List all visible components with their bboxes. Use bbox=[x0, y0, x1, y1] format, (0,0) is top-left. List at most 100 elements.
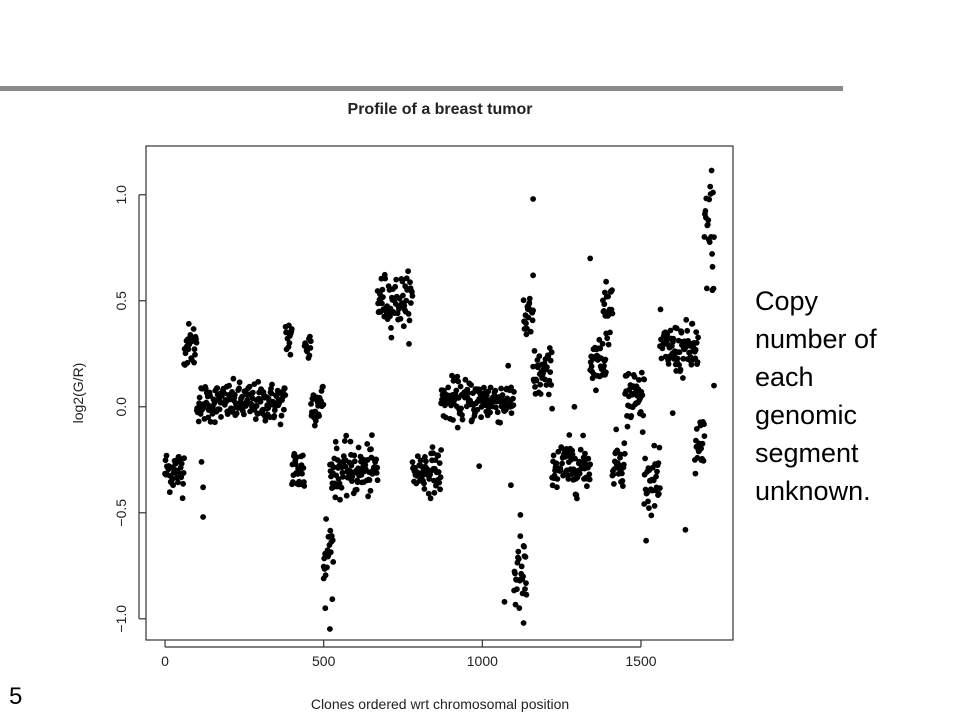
data-point bbox=[233, 410, 240, 417]
data-point bbox=[521, 543, 527, 550]
data-point bbox=[576, 470, 583, 477]
data-point bbox=[374, 477, 381, 484]
data-point bbox=[195, 418, 202, 425]
data-point bbox=[409, 293, 416, 299]
data-points bbox=[162, 167, 717, 632]
data-point bbox=[517, 533, 524, 540]
data-point bbox=[253, 403, 260, 409]
data-point bbox=[586, 471, 593, 478]
data-point bbox=[182, 350, 189, 357]
data-point bbox=[190, 326, 197, 332]
data-point bbox=[393, 276, 400, 283]
data-point bbox=[300, 465, 307, 471]
data-point bbox=[324, 564, 330, 571]
data-point bbox=[329, 596, 336, 603]
data-point bbox=[566, 432, 573, 438]
data-point bbox=[524, 325, 530, 332]
data-point bbox=[185, 320, 192, 327]
data-point bbox=[332, 494, 339, 501]
data-point bbox=[330, 559, 337, 565]
data-point bbox=[181, 455, 188, 462]
data-point bbox=[510, 395, 516, 402]
data-point bbox=[580, 432, 586, 439]
data-point bbox=[474, 406, 481, 413]
data-point bbox=[365, 493, 371, 500]
data-point bbox=[431, 489, 438, 496]
data-point bbox=[200, 514, 207, 520]
data-point bbox=[673, 325, 680, 332]
data-point bbox=[454, 373, 461, 380]
data-point bbox=[694, 454, 701, 461]
data-point bbox=[520, 573, 526, 580]
data-point bbox=[427, 495, 434, 502]
data-point bbox=[703, 285, 710, 292]
data-point bbox=[692, 346, 699, 353]
data-point bbox=[654, 468, 660, 475]
data-point bbox=[255, 378, 262, 385]
data-point bbox=[399, 278, 406, 285]
data-point bbox=[676, 362, 682, 368]
data-point bbox=[300, 452, 306, 459]
data-point bbox=[651, 442, 658, 449]
data-point bbox=[455, 378, 462, 385]
data-point bbox=[526, 300, 533, 306]
data-point bbox=[405, 268, 411, 275]
data-point bbox=[620, 483, 626, 489]
data-point bbox=[537, 391, 544, 397]
x-tick-label: 1000 bbox=[467, 653, 498, 669]
data-point bbox=[338, 484, 345, 491]
data-point bbox=[638, 369, 645, 376]
data-point bbox=[250, 389, 256, 396]
data-point bbox=[684, 327, 691, 334]
title-rule bbox=[0, 86, 843, 91]
data-point bbox=[699, 440, 706, 447]
data-point bbox=[499, 392, 506, 398]
data-point bbox=[665, 361, 672, 367]
data-point bbox=[695, 334, 701, 341]
data-point bbox=[640, 412, 647, 419]
data-point bbox=[530, 272, 536, 279]
data-point bbox=[545, 353, 552, 360]
data-point bbox=[354, 479, 361, 486]
data-point bbox=[457, 383, 464, 390]
data-point bbox=[450, 417, 456, 423]
data-point bbox=[587, 461, 594, 468]
data-point bbox=[191, 359, 198, 366]
data-point bbox=[343, 492, 350, 499]
data-point bbox=[709, 263, 716, 270]
data-point bbox=[462, 376, 469, 383]
data-point bbox=[642, 455, 648, 462]
data-point bbox=[282, 392, 289, 398]
data-point bbox=[349, 478, 355, 484]
data-point bbox=[409, 459, 416, 465]
data-point bbox=[288, 326, 295, 332]
data-point bbox=[435, 452, 442, 459]
data-point bbox=[653, 473, 659, 480]
data-point bbox=[505, 362, 512, 369]
y-tick-label: 1.0 bbox=[113, 185, 129, 205]
data-point bbox=[554, 484, 560, 491]
data-point bbox=[701, 234, 708, 240]
data-point bbox=[405, 311, 412, 317]
data-point bbox=[320, 575, 327, 582]
data-point bbox=[603, 278, 609, 285]
y-tick-label: −0.5 bbox=[113, 499, 129, 527]
data-point bbox=[180, 480, 187, 487]
data-point bbox=[368, 446, 374, 453]
data-point bbox=[587, 255, 594, 262]
data-point bbox=[571, 403, 578, 410]
data-point bbox=[515, 548, 522, 555]
data-point bbox=[522, 554, 529, 560]
data-point bbox=[562, 453, 569, 460]
data-point bbox=[185, 346, 192, 353]
data-point bbox=[557, 467, 564, 474]
data-point bbox=[544, 364, 550, 370]
data-point bbox=[585, 455, 592, 462]
data-point bbox=[555, 448, 562, 455]
data-point bbox=[547, 369, 554, 375]
data-point bbox=[367, 487, 374, 494]
data-point bbox=[597, 345, 604, 352]
data-point bbox=[497, 419, 503, 426]
data-point bbox=[710, 189, 716, 196]
data-point bbox=[437, 474, 444, 481]
